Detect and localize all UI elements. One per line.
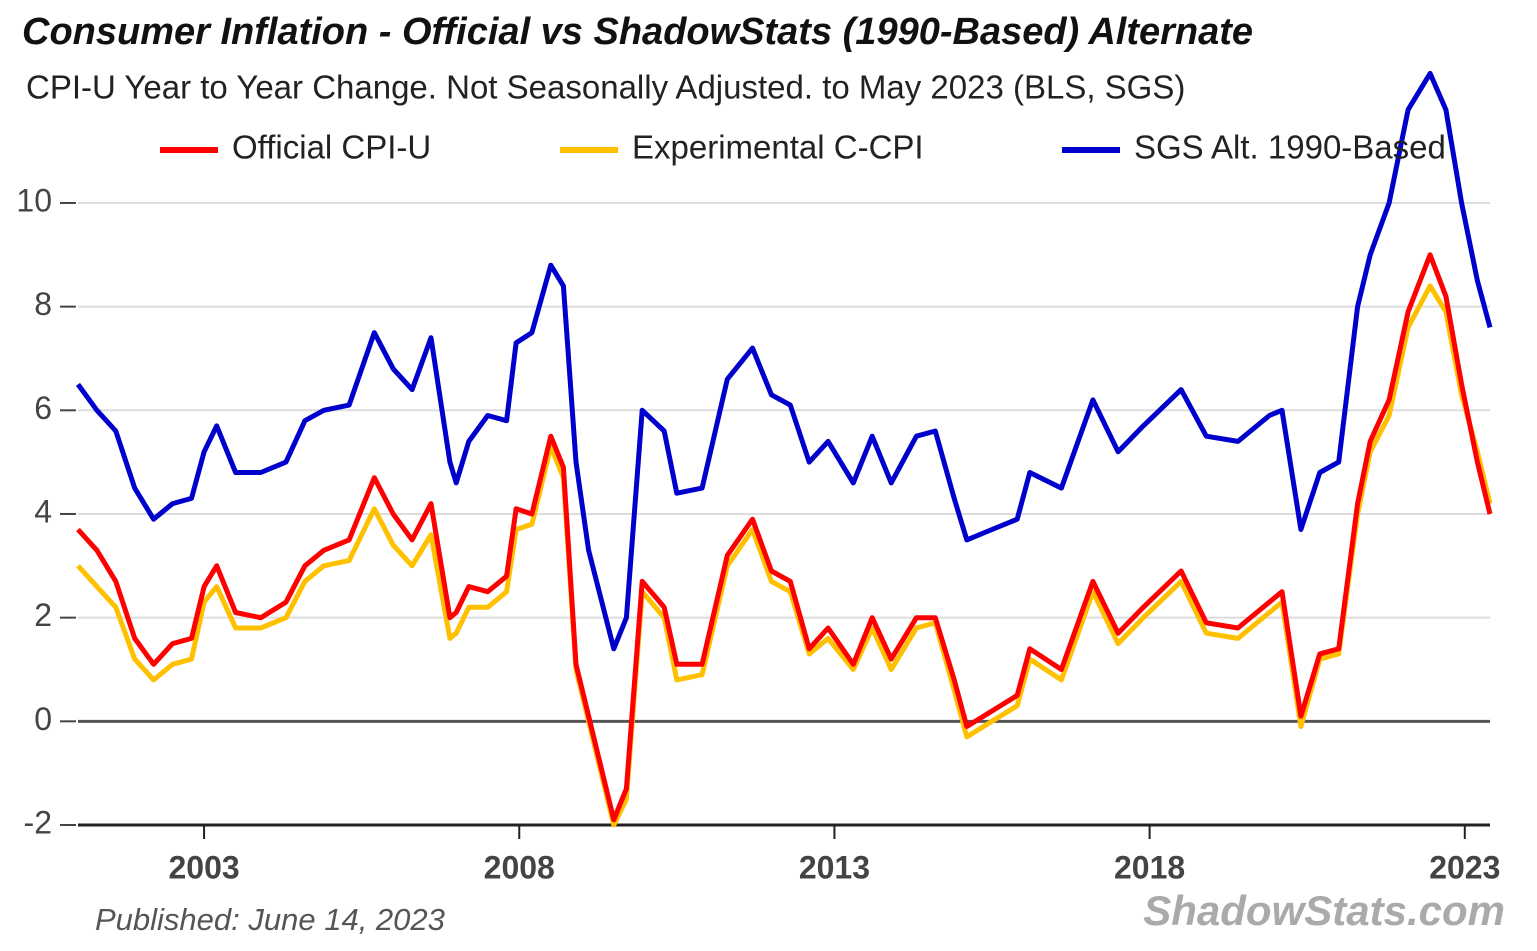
x-tick-label: 2018	[1114, 849, 1185, 885]
legend-label: Official CPI-U	[232, 129, 431, 166]
y-tick-label: 2	[34, 597, 52, 633]
series-line	[76, 252, 1493, 823]
published-note: Published: June 14, 2023	[95, 902, 445, 937]
series-line	[75, 70, 1493, 652]
y-tick-label: 6	[34, 390, 52, 426]
source-watermark: ShadowStats.com	[1143, 887, 1505, 934]
chart-title: Consumer Inflation - Official vs ShadowS…	[22, 11, 1253, 53]
y-tick-label: 4	[34, 493, 52, 529]
y-tick-label: -2	[24, 804, 52, 840]
legend-label: SGS Alt. 1990-Based	[1134, 129, 1446, 166]
series-line	[76, 283, 1493, 828]
x-tick-label: 2008	[484, 849, 555, 885]
y-tick-label: 10	[16, 182, 52, 218]
legend-label: Experimental C-CPI	[632, 129, 924, 166]
x-tick-label: 2003	[168, 849, 239, 885]
y-tick-label: 0	[34, 701, 52, 737]
y-tick-label: 8	[34, 286, 52, 322]
chart-subtitle: CPI-U Year to Year Change. Not Seasonall…	[26, 69, 1185, 106]
x-tick-label: 2013	[799, 849, 870, 885]
x-tick-label: 2023	[1429, 849, 1500, 885]
